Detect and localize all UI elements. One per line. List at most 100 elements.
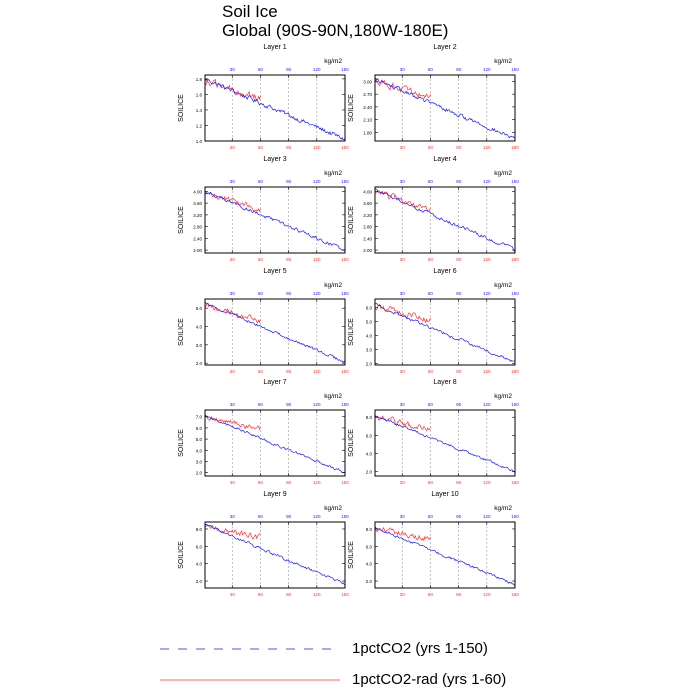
x-tick-label-bottom: 150 — [511, 369, 519, 374]
series-1pctco2-line — [204, 523, 346, 586]
x-tick-label-bottom: 120 — [313, 480, 321, 485]
x-tick-label-bottom: 30 — [400, 480, 406, 485]
x-tick-label-bottom: 150 — [511, 257, 519, 262]
units-label: kg/m2 — [324, 58, 342, 65]
x-tick-label-top: 60 — [428, 402, 434, 407]
panel-1: Layer 1 kg/m2 1.0 1.2 1.4 1.6 1.8 30 60 90 120 150 3… — [178, 44, 349, 150]
x-tick-label-bottom: 120 — [483, 145, 491, 150]
y-axis-label: SOILICE — [348, 94, 355, 122]
series-1pctco2-rad-line — [374, 415, 431, 432]
x-tick-label-bottom: 150 — [341, 592, 349, 597]
y-axis-label: SOILICE — [178, 206, 185, 234]
y-tick-label: 1.0 — [196, 139, 203, 144]
units-label: kg/m2 — [494, 170, 512, 177]
y-tick-label: 6.0 — [366, 433, 373, 438]
y-tick-label: 3.20 — [193, 213, 202, 218]
panel-4: Layer 4 kg/m2 2.00 2.40 2.80 3.20 3.60 4.00 30 60… — [348, 156, 519, 262]
series-1pctco2-rad-line — [204, 414, 261, 431]
x-tick-label-top: 120 — [313, 514, 321, 519]
panel-title: Layer 10 — [431, 491, 458, 498]
series-1pctco2-line — [374, 188, 516, 252]
x-tick-label-bottom: 30 — [400, 145, 406, 150]
y-tick-label: 4.0 — [196, 448, 203, 453]
y-tick-label: 3.60 — [193, 201, 202, 206]
x-tick-label-bottom: 60 — [258, 257, 264, 262]
x-tick-label-bottom: 120 — [313, 145, 321, 150]
x-tick-label-top: 90 — [456, 402, 462, 407]
x-tick-label-top: 60 — [428, 514, 434, 519]
y-tick-label: 6.0 — [366, 305, 373, 310]
y-tick-label: 4.00 — [193, 189, 202, 194]
x-tick-label-top: 150 — [511, 402, 519, 407]
y-tick-label: 3.00 — [363, 79, 372, 84]
x-tick-label-top: 90 — [286, 291, 292, 296]
x-tick-label-top: 120 — [483, 67, 491, 72]
x-tick-label-top: 120 — [483, 291, 491, 296]
y-tick-label: 5.0 — [196, 437, 203, 442]
y-tick-label: 6.0 — [196, 426, 203, 431]
y-tick-label: 3.0 — [196, 343, 203, 348]
series-1pctco2-rad-line — [374, 526, 431, 542]
x-tick-label-bottom: 90 — [456, 257, 462, 262]
x-tick-label-top: 150 — [511, 179, 519, 184]
y-tick-label: 5.0 — [366, 319, 373, 324]
x-tick-label-top: 150 — [511, 291, 519, 296]
x-tick-label-bottom: 120 — [313, 592, 321, 597]
y-tick-label: 4.0 — [366, 562, 373, 567]
y-tick-label: 4.0 — [196, 325, 203, 330]
plot-frame — [374, 409, 516, 477]
y-axis-label: SOILICE — [178, 94, 185, 122]
y-axis-label: SOILICE — [348, 541, 355, 569]
x-tick-label-bottom: 30 — [400, 369, 406, 374]
y-tick-label: 3.60 — [363, 201, 372, 206]
legend-label-1pctco2-rad: 1pctCO2-rad (yrs 1-60) — [352, 671, 507, 688]
panel-8: Layer 8 kg/m2 2.0 4.0 6.0 8.0 30 60 90 120 150 30 60… — [348, 379, 519, 485]
y-tick-label: 2.40 — [363, 105, 372, 110]
panel-title: Layer 8 — [433, 379, 456, 386]
y-tick-label: 2.70 — [363, 92, 372, 97]
y-tick-label: 8.0 — [196, 527, 203, 532]
x-tick-label-bottom: 150 — [341, 257, 349, 262]
figure-title: Soil Ice — [222, 2, 278, 21]
y-tick-label: 2.80 — [363, 225, 372, 230]
x-tick-label-top: 30 — [400, 179, 406, 184]
y-tick-label: 4.0 — [366, 451, 373, 456]
x-tick-label-top: 90 — [286, 179, 292, 184]
units-label: kg/m2 — [324, 393, 342, 400]
x-tick-label-bottom: 120 — [313, 369, 321, 374]
series-1pctco2-line — [204, 190, 346, 251]
x-tick-label-top: 90 — [456, 67, 462, 72]
series-1pctco2-line — [204, 301, 346, 364]
units-label: kg/m2 — [494, 393, 512, 400]
plot-frame — [374, 186, 516, 254]
panel-title: Layer 9 — [263, 491, 286, 498]
series-1pctco2-rad-line — [204, 191, 261, 213]
y-tick-label: 6.0 — [366, 544, 373, 549]
panel-2: Layer 2 kg/m2 1.80 2.10 2.40 2.70 3.00 30 60 90 12… — [348, 44, 519, 150]
plot-frame — [374, 74, 516, 142]
x-tick-label-bottom: 30 — [400, 257, 406, 262]
x-tick-label-bottom: 30 — [230, 480, 236, 485]
y-axis-label: SOILICE — [348, 429, 355, 457]
y-tick-label: 1.6 — [196, 92, 203, 97]
plot-frame — [374, 298, 516, 366]
x-tick-label-top: 90 — [456, 179, 462, 184]
y-tick-label: 3.0 — [196, 459, 203, 464]
x-tick-label-top: 150 — [341, 291, 349, 296]
series-1pctco2-line — [204, 414, 346, 474]
x-tick-label-top: 90 — [286, 514, 292, 519]
panel-10: Layer 10 kg/m2 2.0 4.0 6.0 8.0 30 60 90 120 150 30 6… — [348, 491, 519, 597]
y-tick-label: 2.40 — [363, 236, 372, 241]
y-tick-label: 2.0 — [366, 362, 373, 367]
series-1pctco2-line — [374, 414, 516, 473]
x-tick-label-top: 30 — [230, 67, 236, 72]
x-tick-label-top: 120 — [483, 514, 491, 519]
y-axis-label: SOILICE — [178, 318, 185, 346]
units-label: kg/m2 — [324, 282, 342, 289]
y-tick-label: 2.0 — [366, 579, 373, 584]
x-tick-label-bottom: 60 — [258, 369, 264, 374]
x-tick-label-bottom: 90 — [456, 145, 462, 150]
series-1pctco2-line — [374, 303, 516, 362]
